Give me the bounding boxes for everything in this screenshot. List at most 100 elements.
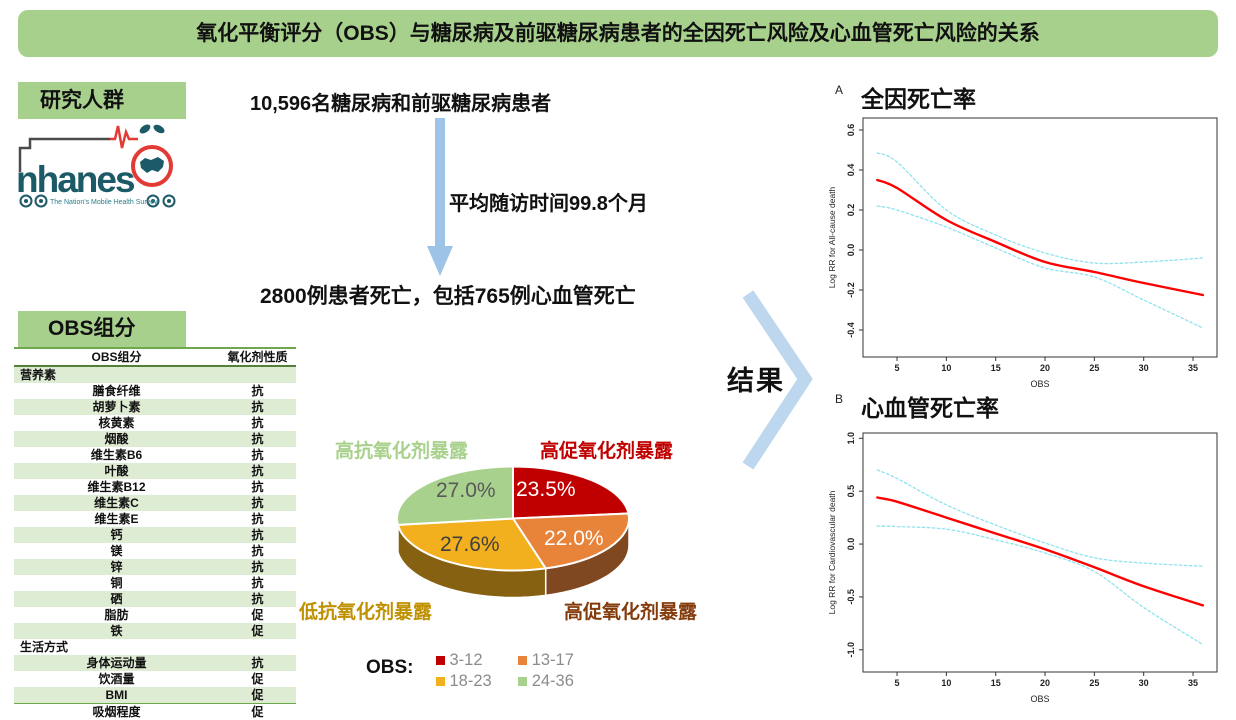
all-cause-chart-title: 全因死亡率 <box>861 86 976 112</box>
logo-apple-leaf-icon <box>139 124 151 134</box>
pie-label-high-prooxidant: 高促氧化剂暴露 <box>540 441 674 462</box>
cohort-text: 10,596名糖尿病和前驱糖尿病患者 <box>250 93 552 115</box>
series-estimate <box>876 178 1205 297</box>
obs-component-property: 促 <box>219 623 296 639</box>
logo-wordmark: nhanes <box>16 159 135 200</box>
obs-component-property: 促 <box>219 703 296 720</box>
legend-item-24-36: 24-36 <box>517 672 574 691</box>
logo-tagline: The Nation's Mobile Health Survey <box>50 199 158 206</box>
obs-component-name: 胡萝卜素 <box>14 399 219 415</box>
obs-component-property: 抗 <box>251 415 264 430</box>
obs-section-label: 生活方式 <box>20 639 69 654</box>
obs-component-name: 维生素B6 <box>90 447 143 462</box>
pie-pct-orange: 22.0% <box>544 527 604 550</box>
legend-swatch-green <box>517 677 527 686</box>
obs-table-row: 维生素C 抗 <box>14 495 296 511</box>
series-ci-lower <box>876 205 1204 329</box>
obs-component-name: BMI <box>14 687 219 704</box>
population-header-label: 研究人群 <box>40 89 124 112</box>
obs-table-col2-header: 氧化剂性质 <box>219 347 296 367</box>
obs-table-row: 维生素B12 抗 <box>14 479 296 495</box>
y-tick-label: 1.0 <box>846 432 856 445</box>
obs-component-name: 维生素C <box>14 495 219 511</box>
obs-distribution-pie <box>396 465 631 599</box>
obs-component-name: 镁 <box>110 543 123 558</box>
deaths-text: 2800例患者死亡，包括765例心血管死亡 <box>260 285 636 308</box>
obs-component-name: 锌 <box>14 559 219 575</box>
legend-item-13-17: 13-17 <box>517 651 574 670</box>
logo-us-map-icon <box>140 157 164 173</box>
obs-component-property: 抗 <box>219 527 296 543</box>
obs-component-property: 抗 <box>219 431 296 447</box>
legend-swatch-orange <box>517 656 527 665</box>
obs-table-row: 铜抗 <box>14 575 296 591</box>
x-tick-label: 15 <box>991 678 1001 688</box>
obs-table-row: 膳食纤维 抗 <box>14 383 296 399</box>
x-tick-label: 35 <box>1188 678 1198 688</box>
y-axis-label: Log RR for Cardiovascular death <box>827 490 837 614</box>
panel-a-letter: A <box>835 83 844 97</box>
obs-component-property: 抗 <box>251 383 264 398</box>
logo-wheels-icon <box>19 194 176 208</box>
y-axis-label: Log RR for All-cause death <box>827 186 837 288</box>
obs-component-name: 吸烟程度 <box>14 703 219 720</box>
all-cause-chart: 5 10 15 20 25 30 35 0.6 0.4 0.2 0.0 -0.2 -0.4 OBS Log … <box>827 117 1218 389</box>
logo-apple-leaf-icon <box>153 124 165 134</box>
population-header: 研究人群 <box>18 82 186 119</box>
x-tick-label: 20 <box>1040 678 1050 688</box>
chevron-right-icon <box>742 290 813 470</box>
legend-range-label: 3-12 <box>449 651 483 669</box>
obs-table-row: 胡萝卜素抗 <box>14 399 296 415</box>
obs-table-row: 身体运动量抗 <box>14 655 296 671</box>
obs-table-row: 核黄素 抗 <box>14 415 296 431</box>
x-tick-label: 5 <box>895 363 900 373</box>
pie-slice <box>396 465 514 526</box>
down-arrow-icon <box>427 118 453 276</box>
cardiovascular-chart-title: 心血管死亡率 <box>861 395 999 421</box>
x-tick-label: 30 <box>1139 678 1149 688</box>
obs-table-section-row: 营养素 <box>14 366 296 383</box>
series-ci-upper <box>876 152 1204 265</box>
pie-pct-green: 27.0% <box>436 479 496 502</box>
y-tick-label: 0.0 <box>846 538 856 551</box>
pie-label-high-antioxidant: 高抗氧化剂暴露 <box>335 441 469 462</box>
pie-pct-gold: 27.6% <box>440 533 500 556</box>
cardiovascular-chart: 5 10 15 20 25 30 35 1.0 0.5 0.0 -0.5 -1.0 OBS Log RR … <box>827 432 1218 704</box>
pie-pct-red: 23.5% <box>516 478 576 501</box>
obs-table-row: BMI 促 <box>14 687 296 704</box>
pie-slice <box>512 512 631 570</box>
obs-component-property: 抗 <box>251 575 264 590</box>
obs-table-body: OBS组分 氧化剂性质 营养素 膳食纤维抗胡萝卜素抗核黄素抗烟酸抗维生素B6 抗叶酸… <box>14 347 296 720</box>
obs-component-name: 硒 <box>14 591 219 607</box>
obs-table-row: 吸烟程度促 <box>14 703 296 720</box>
legend-range-label: 13-17 <box>531 651 574 669</box>
x-tick-label: 5 <box>895 678 900 688</box>
nhanes-logo: nhanes The Nation's Mobile Health Survey <box>14 120 179 210</box>
obs-component-property: 抗 <box>251 479 264 494</box>
pie-label-low-antioxidant: 低抗氧化剂暴露 <box>299 602 433 623</box>
x-axis-label: OBS <box>1030 694 1049 704</box>
y-tick-label: -1.0 <box>846 642 856 658</box>
y-tick-label: 0.5 <box>846 485 856 498</box>
plot-box <box>862 117 1218 358</box>
y-tick-label: -0.4 <box>846 322 856 338</box>
obs-component-name: 膳食纤维 <box>92 383 141 398</box>
obs-component-property: 抗 <box>219 495 296 511</box>
obs-component-property: 抗 <box>219 399 296 415</box>
obs-component-property: 抗 <box>219 463 296 479</box>
obs-component-name: 饮酒量 <box>98 671 135 686</box>
x-tick-label: 15 <box>991 363 1001 373</box>
obs-table-row: 镁抗 <box>14 543 296 559</box>
obs-component-property: 促 <box>251 607 264 622</box>
pie-slice <box>512 465 630 520</box>
y-tick-label: 0.0 <box>846 244 856 257</box>
obs-component-name: 身体运动量 <box>14 655 219 671</box>
obs-table-row: 硒抗 <box>14 591 296 607</box>
x-tick-label: 25 <box>1089 678 1099 688</box>
x-tick-label: 30 <box>1139 363 1149 373</box>
logo-trailer-outline <box>18 137 110 172</box>
y-tick-label: -0.5 <box>846 589 856 605</box>
obs-component-name: 脂肪 <box>104 607 129 622</box>
pie-legend-items: 3-12 13-17 18-23 24-36 <box>435 651 574 691</box>
